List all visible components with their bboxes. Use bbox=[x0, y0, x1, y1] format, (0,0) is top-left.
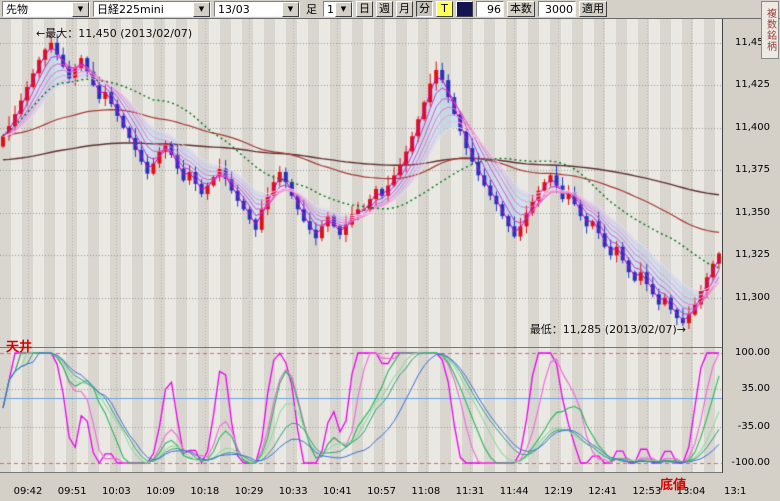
time-tick-label: 10:29 bbox=[234, 486, 264, 497]
chart-area: 09:42 09:51 10:03 10:09 10:18 10:29 10:33 10:41… bbox=[0, 19, 780, 501]
price-tick-label: 11,375 bbox=[735, 164, 770, 176]
time-tick-label: 12:19 bbox=[543, 486, 573, 497]
period-month-button[interactable]: 月 bbox=[396, 1, 413, 17]
time-tick-label: 09:42 bbox=[13, 486, 43, 497]
time-tick-label: 10:41 bbox=[322, 486, 352, 497]
price-tick-label: 11,325 bbox=[735, 249, 770, 261]
time-tick-label: 10:57 bbox=[367, 486, 397, 497]
color-swatch-button[interactable] bbox=[456, 1, 473, 17]
price-chart-canvas[interactable] bbox=[0, 19, 722, 348]
time-tick-label: 11:31 bbox=[455, 486, 485, 497]
time-tick-label: 10:03 bbox=[101, 486, 131, 497]
time-tick-label: 09:51 bbox=[57, 486, 87, 497]
price-tick-label: 11,450 bbox=[735, 36, 770, 48]
price-tick-label: 11,400 bbox=[735, 121, 770, 133]
t-tick-button[interactable]: T bbox=[436, 1, 453, 17]
toolbar: 先物 ▼ 日経225mini ▼ 13/03 ▼ 足 1 ▼ 日 週 月 分 T… bbox=[0, 0, 780, 19]
chevron-down-icon[interactable]: ▼ bbox=[72, 1, 89, 17]
multi-symbol-tab[interactable]: 複数銘柄 bbox=[761, 1, 779, 59]
time-tick-label: 10:18 bbox=[190, 486, 220, 497]
total-count-input[interactable] bbox=[538, 1, 576, 17]
axis-separator bbox=[722, 19, 723, 473]
price-tick-label: 11,425 bbox=[735, 79, 770, 91]
oscillator-tick-label: 35.00 bbox=[741, 382, 770, 394]
bottom-annotation: 底値 bbox=[660, 478, 687, 493]
time-tick-label: 13:04 bbox=[676, 486, 706, 497]
period-week-button[interactable]: 週 bbox=[376, 1, 393, 17]
period-day-button[interactable]: 日 bbox=[356, 1, 373, 17]
oscillator-tick-label: -100.00 bbox=[731, 457, 770, 468]
price-tick-label: 11,300 bbox=[735, 291, 770, 303]
contract-month-value: 13/03 bbox=[218, 2, 250, 16]
symbol-value: 日経225mini bbox=[97, 3, 164, 16]
oscillator-tick-label: -35.00 bbox=[737, 421, 770, 433]
timeframe-label: 足 bbox=[306, 3, 317, 16]
bars-count-input[interactable] bbox=[476, 1, 504, 17]
ceiling-annotation: 天井 bbox=[6, 340, 33, 355]
time-tick-label: 10:09 bbox=[146, 486, 176, 497]
chevron-down-icon[interactable]: ▼ bbox=[282, 1, 299, 17]
session-high-annotation: ←最大：11,450 (2013/02/07) bbox=[36, 27, 193, 40]
oscillator-canvas[interactable] bbox=[0, 348, 722, 473]
time-tick-label: 13:1 bbox=[723, 486, 747, 497]
period-minute-button[interactable]: 分 bbox=[416, 1, 433, 17]
chevron-down-icon[interactable]: ▼ bbox=[193, 1, 210, 17]
contract-month-select[interactable]: 13/03 ▼ bbox=[214, 1, 300, 17]
time-axis: 09:42 09:51 10:03 10:09 10:18 10:29 10:33 10:41… bbox=[0, 473, 780, 501]
session-low-annotation: 最低：11,285 (2013/02/07)→ bbox=[529, 323, 686, 336]
interval-value: 1 bbox=[327, 2, 334, 16]
time-tick-label: 12:53 bbox=[632, 486, 662, 497]
instrument-type-select[interactable]: 先物 ▼ bbox=[2, 1, 90, 17]
oscillator-tick-label: 100.00 bbox=[735, 347, 770, 358]
price-tick-label: 11,350 bbox=[735, 206, 770, 218]
instrument-type-value: 先物 bbox=[6, 3, 28, 16]
time-tick-label: 11:44 bbox=[499, 486, 529, 497]
apply-button[interactable]: 適用 bbox=[579, 1, 607, 17]
bars-button[interactable]: 本数 bbox=[507, 1, 535, 17]
symbol-select[interactable]: 日経225mini ▼ bbox=[93, 1, 211, 17]
chevron-down-icon[interactable]: ▼ bbox=[335, 1, 352, 17]
time-tick-label: 12:41 bbox=[588, 486, 618, 497]
time-tick-label: 10:33 bbox=[278, 486, 308, 497]
interval-input[interactable]: 1 ▼ bbox=[323, 1, 353, 17]
time-tick-label: 11:08 bbox=[411, 486, 441, 497]
